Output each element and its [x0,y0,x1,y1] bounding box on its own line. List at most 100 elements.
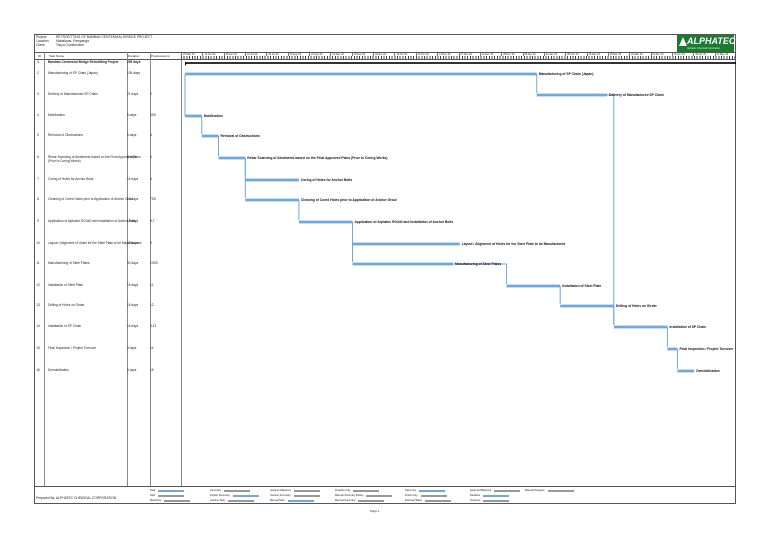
legend-label: Project Summary [210,494,230,497]
task-name: Bamban Centennial Bridge Retrofitting Pr… [48,60,119,64]
task-bar [536,93,608,97]
column-divider [181,52,182,486]
legend-label: Milestone [150,499,162,502]
legend-swatch [420,494,447,497]
task-duration: 3 days [127,346,137,350]
legend-swatch [227,499,254,502]
task-predecessors: 14 [150,346,154,350]
task-duration: 16 days [127,283,139,287]
task-predecessors: 7SS [150,197,157,201]
timescale-label: 05 Feb '23 [565,53,586,56]
legend-swatch [158,489,185,492]
timescale-label: 29 May '22 [181,53,202,56]
task-predecessors: 9 [150,241,152,245]
legend-item: Manual Progress [525,489,574,492]
legend-label: Split [150,494,156,497]
task-predecessors: 10SS [150,261,158,265]
task-predecessors: 2 [150,92,152,96]
task-bar-label: Layout / Alignment of Holes for the Stee… [462,242,566,246]
timescale-label: 08 Jan '23 [522,53,544,56]
task-duration: 5 days [127,368,137,372]
timescale-label: 30 Oct '22 [415,53,437,56]
task-bar-label: Cleaning of Cored Holes prior to Applica… [301,198,398,202]
task-name: Final Inspection / Project Turnover [48,346,97,350]
task-id: 14 [36,324,40,328]
column-header-predecessors[interactable]: Predecessors [150,52,181,60]
task-id: 16 [36,368,40,372]
task-name: Application of Alphatec RG440 and Instal… [48,219,136,223]
task-id: 5 [37,133,39,137]
timescale-label: 05 Mar '23 [607,53,629,56]
task-id: 2 [37,71,39,75]
legend-swatch [158,494,185,497]
legend-swatch [353,489,380,492]
column-header-duration[interactable]: Duration [127,52,150,60]
legend-label: Manual Summary [335,499,356,502]
location-label: Location: [36,39,50,44]
legend-label: Manual Summary Rollup [335,494,364,497]
legend-item: Inactive Milestone [270,489,320,492]
legend-swatch [547,489,574,492]
task-bar-label: Installation of SP Chain [669,325,706,329]
legend-item: Manual Task [270,499,314,502]
task-name: Rebar Scanning of Abutments based on the… [48,155,141,163]
task-duration: 21 days [127,92,139,96]
legend-item: Finish-only [405,494,447,497]
legend-label: Deadline [470,494,481,497]
task-duration: 16 days [127,219,139,223]
legend-swatch [232,494,259,497]
legend-label: Manual Progress [525,489,545,492]
logo-triangle-icon [679,37,687,46]
task-predecessors: 8,7 [150,219,155,223]
column-divider [127,52,128,486]
column-divider [150,52,151,486]
legend-label: External Tasks [405,499,422,502]
location-value: Mabalacat, Pampanga [56,39,89,44]
task-duration: 8 days [127,155,137,159]
task-bar [298,220,353,224]
task-bar-label: Drilling of Holes on Girder [616,304,658,308]
task-duration: 16 days [127,177,139,181]
task-duration: 16 days [127,197,139,201]
summary-bar [185,62,736,64]
legend-swatch [293,489,320,492]
task-bar [185,114,202,118]
task-bar-label: Removal of Obstructions [221,134,260,138]
task-predecessors: 3,13 [150,324,157,328]
task-name: Drilling of Holes on Girder [48,303,85,307]
task-duration: 255 days [127,60,141,64]
task-predecessors: 11 [150,283,154,287]
task-duration: 5 days [127,133,137,137]
task-id: 13 [36,303,40,307]
task-bar [218,156,246,160]
column-header-task-name[interactable]: Task Name [48,52,127,60]
timescale-label: 18 Sep '22 [351,53,373,56]
legend-label: Summary [210,489,222,492]
legend-item: Project Summary [210,494,259,497]
task-bar [201,134,219,138]
timescale-label: 16 Apr '23 [671,53,693,56]
task-name: Installation of SP Chain [48,324,82,328]
legend-swatch [293,494,320,497]
legend-item: Duration-only [335,489,380,492]
task-name: Cleaning of Cored Holes prior to Applica… [48,197,134,201]
timescale-label: 19 Feb '23 [586,53,608,56]
legend-item: Start-only [405,489,446,492]
column-header-id[interactable]: ID [34,52,48,60]
client-value: Tokyu Construction [56,43,85,48]
task-bar-label: Mobilization [204,114,223,118]
task-duration: 30 days [127,261,139,265]
task-name: Delivery of Manufactured SP Chain [48,92,98,96]
legend-label: Inactive Milestone [270,489,291,492]
task-id: 3 [37,92,39,96]
task-bar [613,325,668,329]
timescale-label: 21 Aug '22 [309,53,330,56]
legend-label: Progress [470,499,481,502]
task-bar [506,284,561,288]
task-id: 7 [37,177,39,181]
legend-item: Deadline [470,494,510,497]
legend-item: Milestone [150,499,191,502]
legend-item: Task [150,489,185,492]
task-bar-label: Final Inspection / Project Turnover [679,347,734,351]
task-name: Coring of Holes for Anchor Bolts [48,177,94,181]
